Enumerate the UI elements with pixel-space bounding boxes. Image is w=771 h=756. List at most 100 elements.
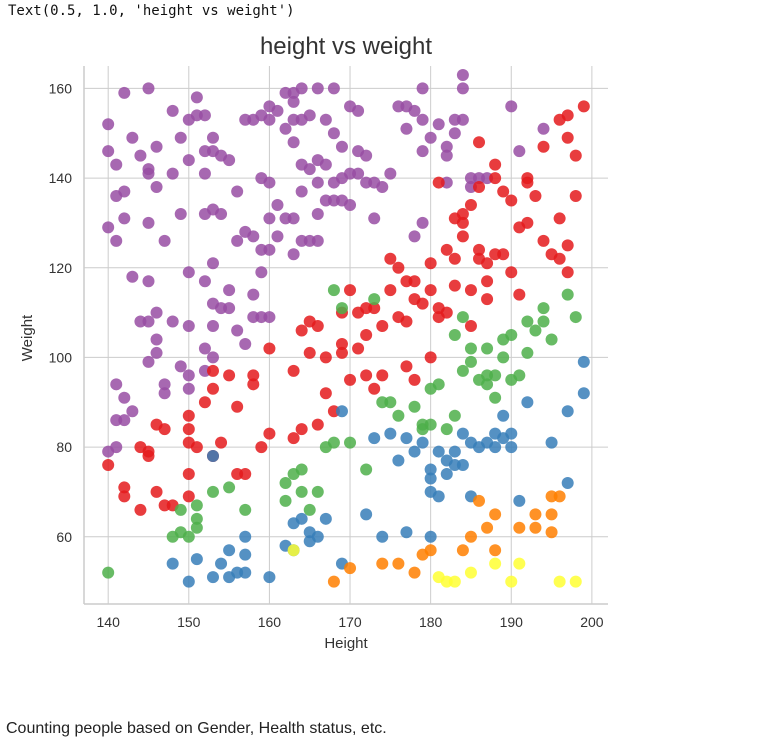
scatter-point — [263, 113, 276, 126]
scatter-point — [416, 297, 429, 310]
scatter-point — [456, 82, 469, 95]
scatter-point — [481, 378, 494, 391]
scatter-point — [150, 140, 163, 153]
scatter-point — [368, 212, 381, 225]
scatter-point — [279, 494, 292, 507]
scatter-point — [150, 333, 163, 346]
scatter-point — [174, 360, 187, 373]
scatter-point — [368, 293, 381, 306]
scatter-point — [158, 234, 171, 247]
caption-text: Counting people based on Gender, Health … — [6, 720, 387, 737]
y-tick-label: 160 — [49, 80, 73, 96]
scatter-point — [223, 481, 236, 494]
scatter-point — [416, 436, 429, 449]
scatter-point — [279, 476, 292, 489]
scatter-point — [190, 553, 203, 566]
chart-svg: 140 150 160 170 180 190 200 60 80 100 120 140 160 h… — [19, 33, 608, 652]
scatter-point — [489, 557, 502, 570]
scatter-point — [464, 530, 477, 543]
scatter-point — [344, 198, 357, 211]
scatter-point — [182, 266, 195, 279]
scatter-point — [481, 275, 494, 288]
scatter-point — [513, 557, 526, 570]
scatter-point — [166, 557, 179, 570]
scatter-point — [158, 378, 171, 391]
scatter-point — [344, 373, 357, 386]
scatter-point — [569, 575, 582, 588]
scatter-point — [400, 432, 413, 445]
scatter-point — [344, 562, 357, 575]
scatter-point — [311, 207, 324, 220]
chart-title: height vs weight — [260, 33, 432, 60]
scatter-point — [327, 82, 340, 95]
scatter-point — [206, 320, 219, 333]
scatter-point — [464, 198, 477, 211]
scatter-point — [561, 131, 574, 144]
scatter-point — [344, 284, 357, 297]
scatter-point — [368, 302, 381, 315]
scatter-point — [303, 503, 316, 516]
scatter-point — [456, 544, 469, 557]
y-tick-label: 120 — [49, 260, 73, 276]
scatter-point — [271, 104, 284, 117]
scatter-point — [239, 566, 252, 579]
scatter-point — [223, 284, 236, 297]
scatter-point — [263, 243, 276, 256]
scatter-point — [400, 360, 413, 373]
scatter-point — [561, 266, 574, 279]
scatter-point — [271, 230, 284, 243]
scatter-point — [392, 557, 405, 570]
scatter-point — [545, 508, 558, 521]
scatter-point — [448, 409, 461, 422]
scatter-point — [537, 122, 550, 135]
scatter-point — [464, 355, 477, 368]
scatter-point — [150, 485, 163, 498]
scatter-point — [295, 82, 308, 95]
scatter-point — [432, 118, 445, 131]
scatter-point — [577, 387, 590, 400]
scatter-point — [408, 566, 421, 579]
scatter-point — [360, 149, 373, 162]
scatter-point — [142, 82, 155, 95]
scatter-point — [182, 490, 195, 503]
scatter-point — [223, 544, 236, 557]
scatter-point — [553, 212, 566, 225]
scatter-point — [456, 311, 469, 324]
scatter-point — [561, 288, 574, 301]
scatter-point — [489, 391, 502, 404]
x-tick-labels: 140 150 160 170 180 190 200 — [97, 614, 604, 630]
scatter-point — [263, 571, 276, 584]
scatter-point — [416, 216, 429, 229]
scatter-point — [182, 423, 195, 436]
scatter-point — [424, 257, 437, 270]
scatter-point — [102, 566, 115, 579]
scatter-point — [319, 351, 332, 364]
scatter-point — [118, 391, 131, 404]
scatter-point — [416, 113, 429, 126]
scatter-point — [190, 521, 203, 534]
scatter-point — [295, 485, 308, 498]
scatter-point — [505, 427, 518, 440]
scatter-point — [497, 248, 510, 261]
scatter-point — [513, 521, 526, 534]
scatter-point — [473, 494, 486, 507]
scatter-point — [295, 324, 308, 337]
scatter-point — [424, 351, 437, 364]
scatter-point — [247, 288, 260, 301]
scatter-point — [239, 467, 252, 480]
scatter-point — [456, 230, 469, 243]
scatter-point — [182, 382, 195, 395]
scatter-point — [440, 306, 453, 319]
scatter-point — [513, 494, 526, 507]
scatter-point — [577, 355, 590, 368]
scatter-point — [344, 436, 357, 449]
scatter-point — [182, 154, 195, 167]
scatter-point — [489, 544, 502, 557]
scatter-point — [408, 275, 421, 288]
scatter-point — [263, 342, 276, 355]
scatter-point — [408, 230, 421, 243]
x-tick-label: 170 — [338, 614, 362, 630]
scatter-point — [231, 234, 244, 247]
scatter-point — [521, 315, 534, 328]
scatter-point — [456, 68, 469, 81]
